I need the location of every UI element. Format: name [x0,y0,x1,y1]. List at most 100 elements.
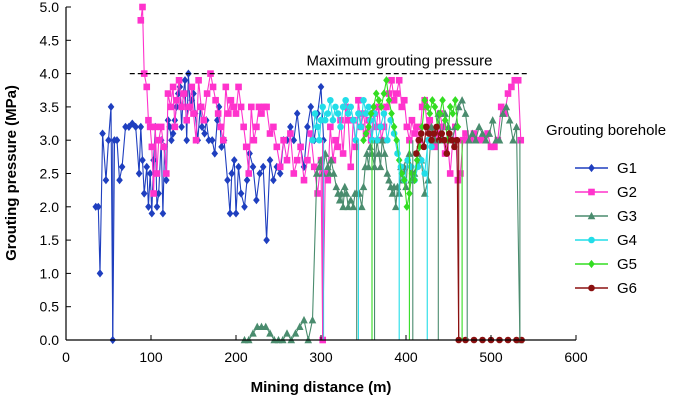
data-point-g4 [428,143,435,151]
data-point-g3 [458,96,466,104]
data-point-g5 [423,102,431,111]
data-point-g1 [290,136,298,145]
data-point-g5 [421,96,428,105]
data-point-g3 [392,202,400,211]
legend-item-g1: G1 [575,160,637,177]
data-point-g1 [116,176,123,185]
y-axis-label: Grouting pressure (MPa) [3,85,20,261]
data-point-g1 [188,96,196,105]
data-point-g2 [197,103,205,111]
data-point-g4 [332,103,339,111]
data-point-g2 [200,116,207,124]
data-point-g3 [509,136,517,144]
legend-label: G3 [617,208,637,225]
legend-title: Grouting borehole [546,122,666,139]
data-point-g3 [482,136,490,144]
data-point-g1 [198,122,206,131]
series-line-g6 [415,124,522,341]
data-point-g2 [508,83,515,91]
data-point-g4 [355,110,362,117]
legend-item-g6: G6 [575,280,637,297]
data-point-g6 [435,136,443,144]
data-point-g2 [173,96,180,104]
data-point-g4 [324,110,332,117]
data-point-g2 [307,130,315,137]
data-point-g3 [502,102,511,111]
data-point-g2 [255,103,263,111]
data-point-g1 [226,209,234,218]
data-point-g2 [180,90,188,97]
legend-label: G6 [617,280,637,297]
data-point-g2 [163,170,170,177]
data-point-g3 [375,149,383,157]
series-line-g1 [95,73,325,341]
data-point-g1 [159,209,167,218]
data-point-g4 [321,116,329,124]
data-point-g2 [192,136,200,144]
data-point-g1 [125,122,133,131]
data-point-g2 [195,76,202,84]
data-point-g2 [334,143,342,151]
data-point-g3 [505,116,514,124]
data-point-g6 [425,130,433,137]
x-tick-label: 500 [479,349,503,365]
data-point-g6 [433,123,440,131]
data-point-g5 [446,102,454,111]
data-point-g2 [477,136,485,144]
data-point-g5 [418,122,426,131]
data-point-g5 [403,202,411,211]
data-point-g2 [383,103,390,111]
data-point-g2 [426,116,434,124]
data-point-g4 [319,103,327,111]
data-point-g4 [352,136,360,144]
data-point-g2 [327,123,334,131]
data-point-g5 [439,96,446,105]
data-point-g3 [485,129,494,137]
data-point-g6 [448,136,456,144]
data-point-g5 [426,109,434,118]
data-point-g2 [232,110,240,117]
y-tick-label: 0.5 [40,299,60,315]
data-point-g2 [411,130,418,137]
x-tick-label: 400 [394,349,418,365]
data-point-g2 [344,116,352,124]
data-point-g2 [212,96,219,104]
data-point-g2 [225,110,232,117]
data-point-g2 [293,156,301,164]
data-point-g2 [237,103,245,111]
data-point-g1 [174,89,182,98]
data-point-g2 [462,130,469,137]
data-point-g2 [439,123,446,131]
data-point-g5 [429,96,436,105]
data-point-g2 [332,136,339,144]
y-tick-label: 3.0 [40,132,60,148]
data-point-g2 [139,3,146,11]
data-point-g1 [178,122,185,131]
data-point-g3 [355,189,364,197]
data-point-g3 [488,116,497,124]
data-point-g2 [203,90,211,97]
data-point-g1 [153,202,161,211]
data-point-g2 [242,143,250,151]
data-point-g1 [293,109,301,118]
data-point-g1 [146,169,154,178]
data-point-g1 [164,116,172,125]
data-point-g5 [370,102,377,111]
data-point-g4 [311,110,319,117]
legend-marker [588,284,595,292]
data-point-g5 [367,109,375,118]
max-pressure-label: Maximum grouting pressure [307,53,493,70]
data-point-g1 [273,162,281,171]
data-point-g5 [372,89,380,98]
data-point-g2 [222,83,230,91]
data-point-g1 [105,136,112,145]
data-point-g1 [205,136,213,145]
data-point-g5 [431,102,439,111]
x-tick-label: 600 [564,349,588,365]
data-point-g6 [415,136,423,144]
data-point-g2 [431,143,439,151]
data-point-g2 [401,96,408,104]
data-point-g2 [270,123,277,131]
data-point-g2 [347,163,355,171]
data-point-g2 [403,123,411,131]
